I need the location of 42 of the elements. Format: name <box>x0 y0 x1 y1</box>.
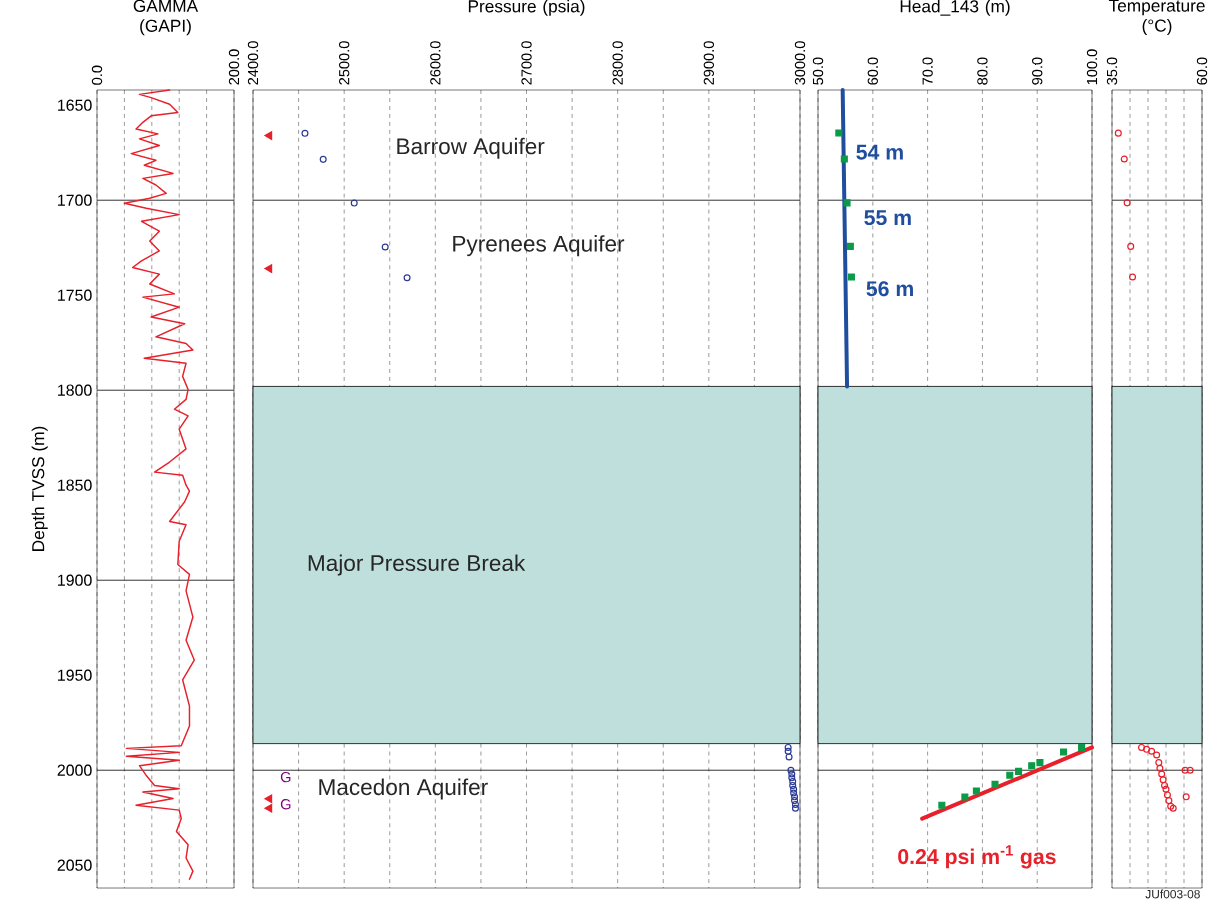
y-tick-label: 1700 <box>58 194 92 206</box>
y-axis-title: Depth TVSS (m) <box>31 426 48 551</box>
x-tick-label: 2700.0 <box>521 41 532 85</box>
chart-title: Temperature (°C) <box>1108 0 1205 36</box>
x-tick-label: 90.0 <box>1032 57 1043 85</box>
y-tick-label: 1650 <box>58 99 92 111</box>
y-tick-label: 1850 <box>58 479 92 491</box>
y-tick-label: 2050 <box>57 859 92 871</box>
x-tick-label: 2600.0 <box>430 41 441 85</box>
chart-title: Head_143 (m) <box>900 0 1010 16</box>
y-tick-label: 1900 <box>58 574 92 586</box>
x-tick-label: 2500.0 <box>339 41 350 85</box>
x-tick-label: 100.0 <box>1086 49 1098 85</box>
x-tick-label: 35.0 <box>1106 57 1118 85</box>
annotation: G <box>280 771 291 783</box>
y-tick-label: 1750 <box>58 289 92 301</box>
x-tick-label: 2800.0 <box>612 41 623 85</box>
y-tick-label: 1800 <box>58 384 92 396</box>
x-tick-label: 50.0 <box>812 57 824 85</box>
annotation: Barrow Aquifer <box>397 137 545 159</box>
x-tick-label: 2900.0 <box>703 41 715 85</box>
x-tick-label: 3000.0 <box>794 41 806 85</box>
x-tick-label: 60.0 <box>1196 57 1208 85</box>
x-tick-label: 60.0 <box>867 57 878 85</box>
annotation: 55 m <box>864 210 911 226</box>
chart-title: GAMMA (GAPI) <box>133 0 199 36</box>
y-tick-label: 1950 <box>58 669 92 681</box>
x-tick-label: 200.0 <box>228 49 240 85</box>
x-tick-label: 0.0 <box>91 65 103 85</box>
annotation: 0.24 psi m$^{-1}$ gas <box>898 845 1056 869</box>
y-tick-label: 2000 <box>57 764 92 776</box>
x-tick-label: 80.0 <box>977 57 988 85</box>
text: JUf003-08 <box>1145 889 1200 899</box>
annotation: G <box>280 799 291 810</box>
annotation: 54 m <box>856 144 903 160</box>
band-label: Major Pressure Break <box>308 554 526 576</box>
x-tick-label: 70.0 <box>922 57 933 85</box>
x-tick-label: 2400.0 <box>247 41 259 85</box>
annotation: 56 m <box>866 281 913 297</box>
annotation: Pyrenees Aquifer <box>453 235 625 257</box>
chart-title: Pressure (psia) <box>468 0 585 16</box>
annotation: Macedon Aquifer <box>319 778 488 800</box>
